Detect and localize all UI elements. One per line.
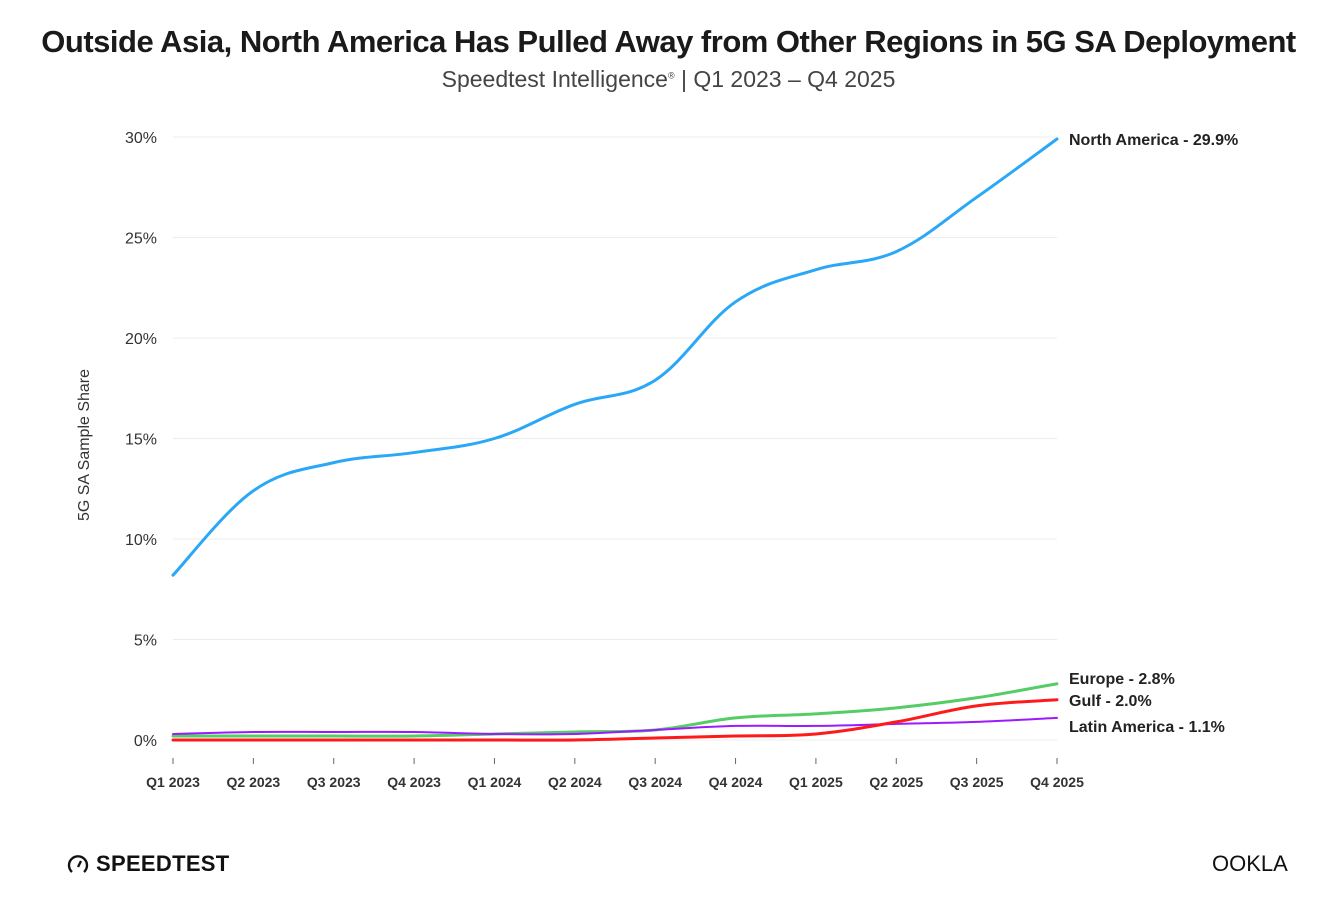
x-tick-label: Q2 2023 [227, 774, 281, 790]
x-tick-label: Q4 2024 [709, 774, 763, 790]
ookla-logo: OOKLA [1212, 851, 1288, 877]
series-end-label: Europe - 2.8% [1069, 671, 1175, 688]
speedometer-icon [67, 855, 89, 873]
chart-subtitle: Speedtest Intelligence® | Q1 2023 – Q4 2… [0, 66, 1337, 93]
x-tick-label: Q1 2023 [146, 774, 200, 790]
speedtest-logo: SPEEDTEST [66, 851, 230, 877]
x-tick-label: Q3 2025 [950, 774, 1004, 790]
x-tick-label: Q4 2025 [1030, 774, 1084, 790]
x-tick-label: Q3 2024 [628, 774, 682, 790]
y-axis-label: 5G SA Sample Share [76, 369, 93, 521]
registered-mark: ® [667, 70, 675, 81]
x-tick-label: Q1 2025 [789, 774, 843, 790]
series-line-latin-america [172, 716, 1058, 736]
series-end-label: Latin America - 1.1% [1069, 719, 1225, 736]
series-end-label: Gulf - 2.0% [1069, 693, 1152, 710]
y-tick-label: 25% [125, 231, 157, 248]
y-tick-label: 30% [125, 130, 157, 147]
y-tick-label: 10% [125, 532, 157, 549]
y-tick-label: 15% [125, 432, 157, 449]
series-end-label: North America - 29.9% [1069, 132, 1238, 149]
x-tick-label: Q4 2023 [387, 774, 441, 790]
series-line-gulf [171, 698, 1059, 742]
subtitle-period: | Q1 2023 – Q4 2025 [680, 66, 896, 92]
ookla-wordmark: OOKLA [1212, 851, 1288, 876]
subtitle-source: Speedtest Intelligence [441, 66, 668, 92]
x-tick-label: Q1 2024 [468, 774, 522, 790]
y-tick-label: 5% [134, 633, 157, 650]
series-line-north-america [171, 137, 1059, 577]
y-tick-label: 20% [125, 331, 157, 348]
x-tick-label: Q2 2024 [548, 774, 602, 790]
speedtest-wordmark: SPEEDTEST [96, 851, 230, 876]
y-tick-label: 0% [134, 733, 157, 750]
series-line-europe [171, 682, 1059, 738]
chart-title: Outside Asia, North America Has Pulled A… [41, 24, 1296, 59]
x-tick-label: Q2 2025 [869, 774, 923, 790]
x-tick-label: Q3 2023 [307, 774, 361, 790]
